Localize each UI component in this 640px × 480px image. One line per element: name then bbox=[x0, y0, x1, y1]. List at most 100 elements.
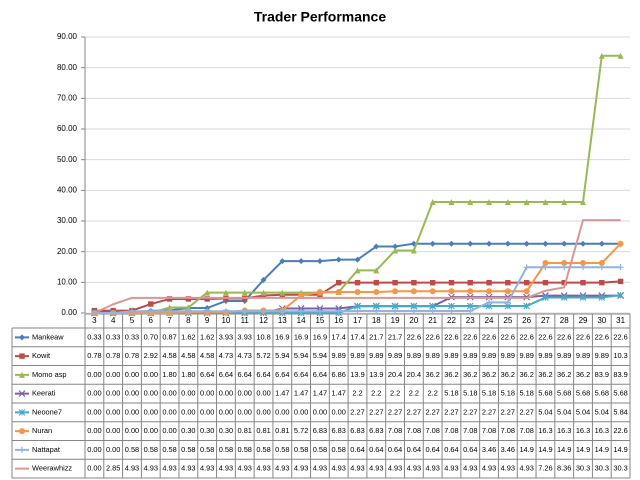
data-point bbox=[429, 240, 436, 247]
data-point bbox=[542, 260, 549, 267]
data-point bbox=[19, 334, 25, 341]
data-point bbox=[185, 296, 192, 302]
table-cell: 0.64 bbox=[407, 445, 421, 454]
table-cell: 5.18 bbox=[519, 389, 533, 398]
table-cell: 22.6 bbox=[407, 332, 421, 341]
data-point bbox=[598, 260, 605, 267]
data-point bbox=[542, 279, 549, 286]
table-cell: 4.93 bbox=[501, 464, 515, 473]
data-point bbox=[617, 264, 624, 271]
data-point bbox=[580, 264, 587, 271]
table-cell: 4.93 bbox=[313, 464, 327, 473]
table-cell: 0.00 bbox=[275, 407, 289, 416]
table-cell: 1.47 bbox=[294, 389, 308, 398]
table-cell: 0.64 bbox=[463, 445, 477, 454]
table-cell: 0.00 bbox=[87, 464, 101, 473]
table-cell: 1.80 bbox=[162, 370, 176, 379]
table-cell: 36.2 bbox=[482, 370, 496, 379]
data-point bbox=[504, 240, 511, 247]
table-cell: 16.3 bbox=[538, 426, 552, 435]
legend-label: Nuran bbox=[32, 426, 52, 435]
data-point bbox=[448, 288, 455, 295]
table-cell: 0.00 bbox=[87, 389, 101, 398]
table-cell: 0.00 bbox=[125, 389, 139, 398]
data-point bbox=[316, 289, 323, 296]
table-cell: 0.00 bbox=[162, 407, 176, 416]
table-cell: 2.2 bbox=[409, 389, 419, 398]
table-cell: 0.00 bbox=[238, 389, 252, 398]
table-cell: 3.46 bbox=[501, 445, 515, 454]
table-cell: 9.89 bbox=[332, 351, 346, 360]
table-cell: 5.18 bbox=[463, 389, 477, 398]
table-cell: 0.33 bbox=[125, 332, 139, 341]
table-cell: 1.47 bbox=[332, 389, 346, 398]
table-cell: 16.3 bbox=[557, 426, 571, 435]
data-point bbox=[354, 289, 361, 296]
table-cell: 5.18 bbox=[444, 389, 458, 398]
table-cell: 9.89 bbox=[482, 351, 496, 360]
table-cell: 3.93 bbox=[219, 332, 233, 341]
data-point bbox=[486, 279, 492, 286]
data-point bbox=[185, 308, 192, 315]
table-cell: 0.00 bbox=[87, 370, 101, 379]
x-tick-label: 24 bbox=[485, 316, 494, 325]
table-cell: 2.27 bbox=[501, 407, 515, 416]
table-cell: 4.58 bbox=[200, 351, 214, 360]
table-cell: 16.9 bbox=[275, 332, 289, 341]
table-cell: 0.64 bbox=[350, 445, 364, 454]
table-cell: 9.89 bbox=[595, 351, 609, 360]
data-point bbox=[411, 279, 417, 286]
table-cell: 4.93 bbox=[125, 464, 139, 473]
table-cell: 0.64 bbox=[444, 445, 458, 454]
data-point bbox=[523, 302, 531, 310]
table-cell: 0.00 bbox=[125, 370, 139, 379]
legend-label: Momo asp bbox=[32, 370, 67, 379]
table-cell: 14.9 bbox=[595, 445, 609, 454]
data-point bbox=[128, 308, 135, 315]
table-cell: 36.2 bbox=[501, 370, 515, 379]
table-cell: 4.93 bbox=[388, 464, 402, 473]
table-cell: 22.6 bbox=[444, 332, 458, 341]
table-cell: 7.08 bbox=[388, 426, 402, 435]
data-point bbox=[580, 198, 587, 205]
data-point bbox=[617, 278, 624, 285]
table-cell: 7.08 bbox=[444, 426, 458, 435]
y-tick-label: 70.00 bbox=[57, 93, 78, 102]
data-point bbox=[19, 353, 25, 359]
table-cell: 5.18 bbox=[501, 389, 515, 398]
table-cell: 7.08 bbox=[519, 426, 533, 435]
data-point bbox=[336, 279, 342, 286]
table-cell: 22.6 bbox=[557, 332, 571, 341]
x-tick-label: 29 bbox=[579, 316, 588, 325]
data-point bbox=[354, 267, 361, 274]
table-cell: 3.46 bbox=[482, 445, 496, 454]
table-cell: 4.93 bbox=[162, 464, 176, 473]
table-cell: 36.2 bbox=[557, 370, 571, 379]
data-point bbox=[410, 288, 417, 295]
data-point bbox=[561, 279, 567, 286]
data-point bbox=[298, 308, 305, 315]
x-tick-label: 21 bbox=[428, 316, 437, 325]
data-point bbox=[222, 308, 229, 315]
data-point bbox=[561, 260, 568, 267]
table-cell: 7.26 bbox=[538, 464, 552, 473]
data-point bbox=[598, 240, 605, 247]
data-point bbox=[316, 258, 323, 265]
data-point bbox=[392, 308, 399, 315]
x-tick-label: 20 bbox=[409, 316, 418, 325]
data-point bbox=[617, 52, 624, 59]
table-cell: 4.93 bbox=[425, 464, 439, 473]
table-cell: 0.30 bbox=[181, 426, 195, 435]
table-cell: 0.58 bbox=[275, 445, 289, 454]
table-cell: 0.00 bbox=[256, 407, 270, 416]
data-point bbox=[617, 291, 624, 299]
table-cell: 5.94 bbox=[313, 351, 327, 360]
data-point bbox=[185, 304, 192, 311]
data-point bbox=[354, 308, 361, 315]
data-point bbox=[373, 243, 380, 250]
table-cell: 83.9 bbox=[613, 370, 627, 379]
table-cell: 9.89 bbox=[501, 351, 515, 360]
chart-title: Trader Performance bbox=[254, 9, 386, 25]
table-cell: 14.9 bbox=[557, 445, 571, 454]
